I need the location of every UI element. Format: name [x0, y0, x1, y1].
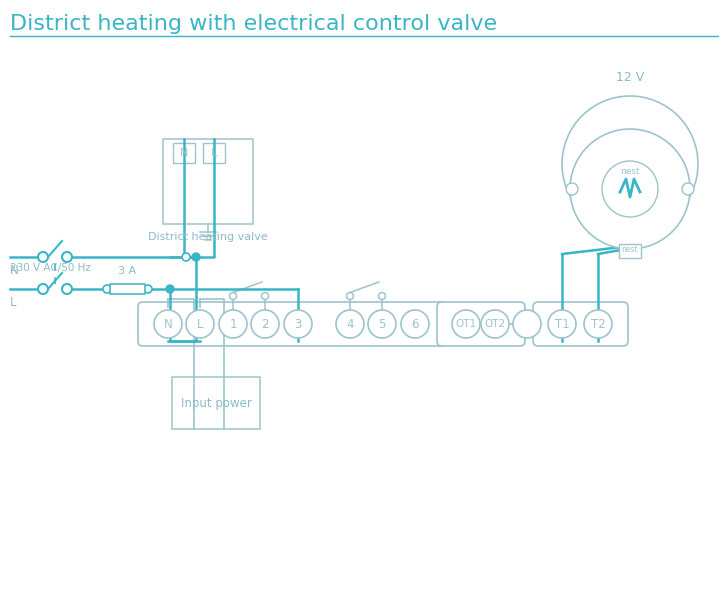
Text: 5: 5: [379, 318, 386, 330]
Circle shape: [401, 310, 429, 338]
Text: nest: nest: [620, 166, 640, 175]
Text: 6: 6: [411, 318, 419, 330]
Text: OT1: OT1: [456, 319, 477, 329]
Bar: [172, 377, 260, 429]
Circle shape: [566, 183, 578, 195]
Circle shape: [62, 284, 72, 294]
Circle shape: [584, 310, 612, 338]
Text: 2: 2: [261, 318, 269, 330]
Circle shape: [103, 285, 111, 293]
Text: nest: nest: [622, 245, 638, 254]
Text: 4: 4: [347, 318, 354, 330]
Bar: [619, 244, 641, 258]
Text: 12 V: 12 V: [616, 71, 644, 84]
Circle shape: [336, 310, 364, 338]
Text: 3 A: 3 A: [119, 266, 137, 276]
Circle shape: [379, 292, 386, 299]
Circle shape: [154, 310, 182, 338]
Text: Input power: Input power: [181, 397, 251, 409]
Circle shape: [347, 292, 354, 299]
Bar: [163, 139, 253, 224]
Circle shape: [192, 253, 200, 261]
Circle shape: [261, 292, 269, 299]
Circle shape: [182, 253, 190, 261]
Text: OT2: OT2: [484, 319, 505, 329]
Text: 3: 3: [294, 318, 301, 330]
Bar: [203, 143, 225, 163]
Text: N: N: [10, 264, 19, 277]
Text: L: L: [10, 296, 17, 309]
Circle shape: [219, 310, 247, 338]
Text: 230 V AC/50 Hz: 230 V AC/50 Hz: [10, 263, 91, 273]
Circle shape: [229, 292, 237, 299]
Text: N: N: [180, 148, 188, 158]
Circle shape: [186, 310, 214, 338]
Circle shape: [602, 161, 658, 217]
Circle shape: [548, 310, 576, 338]
Text: District heating valve: District heating valve: [148, 232, 268, 242]
Text: 1: 1: [229, 318, 237, 330]
Text: T2: T2: [590, 318, 606, 330]
Circle shape: [682, 183, 694, 195]
Circle shape: [62, 252, 72, 262]
Text: District heating with electrical control valve: District heating with electrical control…: [10, 14, 497, 34]
Circle shape: [38, 252, 48, 262]
Circle shape: [166, 285, 174, 293]
Circle shape: [38, 284, 48, 294]
Circle shape: [284, 310, 312, 338]
Circle shape: [513, 310, 541, 338]
FancyBboxPatch shape: [437, 302, 525, 346]
FancyBboxPatch shape: [138, 302, 445, 346]
Bar: [110, 284, 145, 294]
Circle shape: [368, 310, 396, 338]
Circle shape: [562, 96, 698, 232]
Text: N: N: [164, 318, 173, 330]
Text: L: L: [211, 148, 217, 158]
Circle shape: [251, 310, 279, 338]
Circle shape: [570, 129, 690, 249]
Circle shape: [481, 310, 509, 338]
Text: L: L: [197, 318, 203, 330]
FancyBboxPatch shape: [533, 302, 628, 346]
Text: T1: T1: [555, 318, 569, 330]
Circle shape: [144, 285, 152, 293]
Bar: [173, 143, 195, 163]
Circle shape: [452, 310, 480, 338]
